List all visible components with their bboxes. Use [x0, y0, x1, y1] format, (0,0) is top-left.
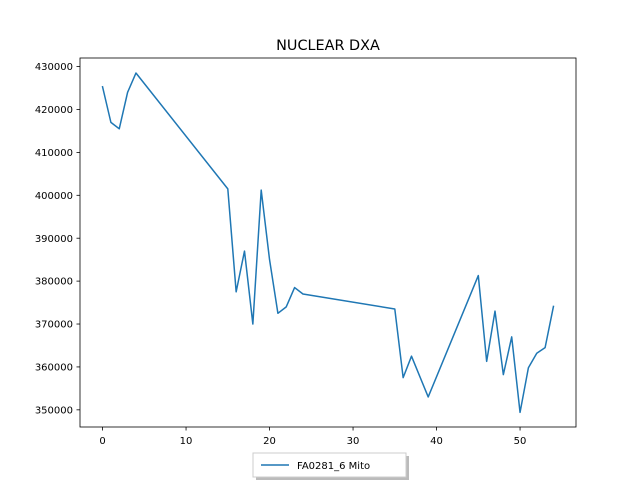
x-tick-label: 20	[263, 436, 276, 447]
x-tick-label: 10	[180, 436, 193, 447]
data-point	[126, 91, 129, 94]
data-point	[494, 310, 497, 313]
axes-frame	[79, 57, 577, 428]
y-tick-label: 370000	[35, 320, 73, 331]
y-tick-label: 410000	[35, 148, 73, 159]
data-point	[243, 250, 246, 253]
data-point	[134, 72, 137, 75]
data-point	[293, 286, 296, 289]
data-point	[535, 352, 538, 355]
chart-title: NUCLEAR DXA	[276, 38, 380, 54]
data-point	[485, 360, 488, 363]
data-point	[109, 121, 112, 124]
data-point	[477, 274, 480, 277]
data-point	[427, 395, 430, 398]
data-point	[251, 323, 254, 326]
data-point	[510, 335, 513, 338]
x-tick-label: 30	[347, 436, 360, 447]
x-tick-label: 0	[99, 436, 105, 447]
data-point	[519, 411, 522, 414]
data-point	[285, 305, 288, 308]
data-point	[268, 258, 271, 261]
x-tick-label: 40	[430, 436, 443, 447]
data-point	[544, 346, 547, 349]
data-point	[502, 373, 505, 376]
data-point	[527, 366, 530, 369]
data-point	[552, 305, 555, 308]
y-tick-label: 380000	[35, 277, 73, 288]
y-tick-label: 360000	[35, 363, 73, 374]
y-tick-label: 350000	[35, 405, 73, 416]
series-line-0	[101, 72, 555, 414]
data-point	[402, 376, 405, 379]
data-point	[226, 187, 229, 190]
y-tick-label: 400000	[35, 191, 73, 202]
y-tick-label: 420000	[35, 105, 73, 116]
y-tick-label: 430000	[35, 62, 73, 73]
legend: FA0281_6 Mito	[252, 452, 409, 480]
data-point	[260, 189, 263, 192]
data-point	[118, 127, 121, 130]
data-point	[235, 290, 238, 293]
data-point	[276, 312, 279, 315]
axes: 0 10 20 30 40 50 350000 360000 370000 380000 39000…	[35, 57, 577, 447]
data-point	[393, 308, 396, 311]
x-tick-label: 50	[514, 436, 527, 447]
legend-label: FA0281_6 Mito	[297, 461, 370, 472]
y-tick-label: 390000	[35, 234, 73, 245]
data-point	[410, 355, 413, 358]
data-point	[101, 85, 104, 88]
data-point	[301, 292, 304, 295]
plot-area	[101, 72, 555, 414]
